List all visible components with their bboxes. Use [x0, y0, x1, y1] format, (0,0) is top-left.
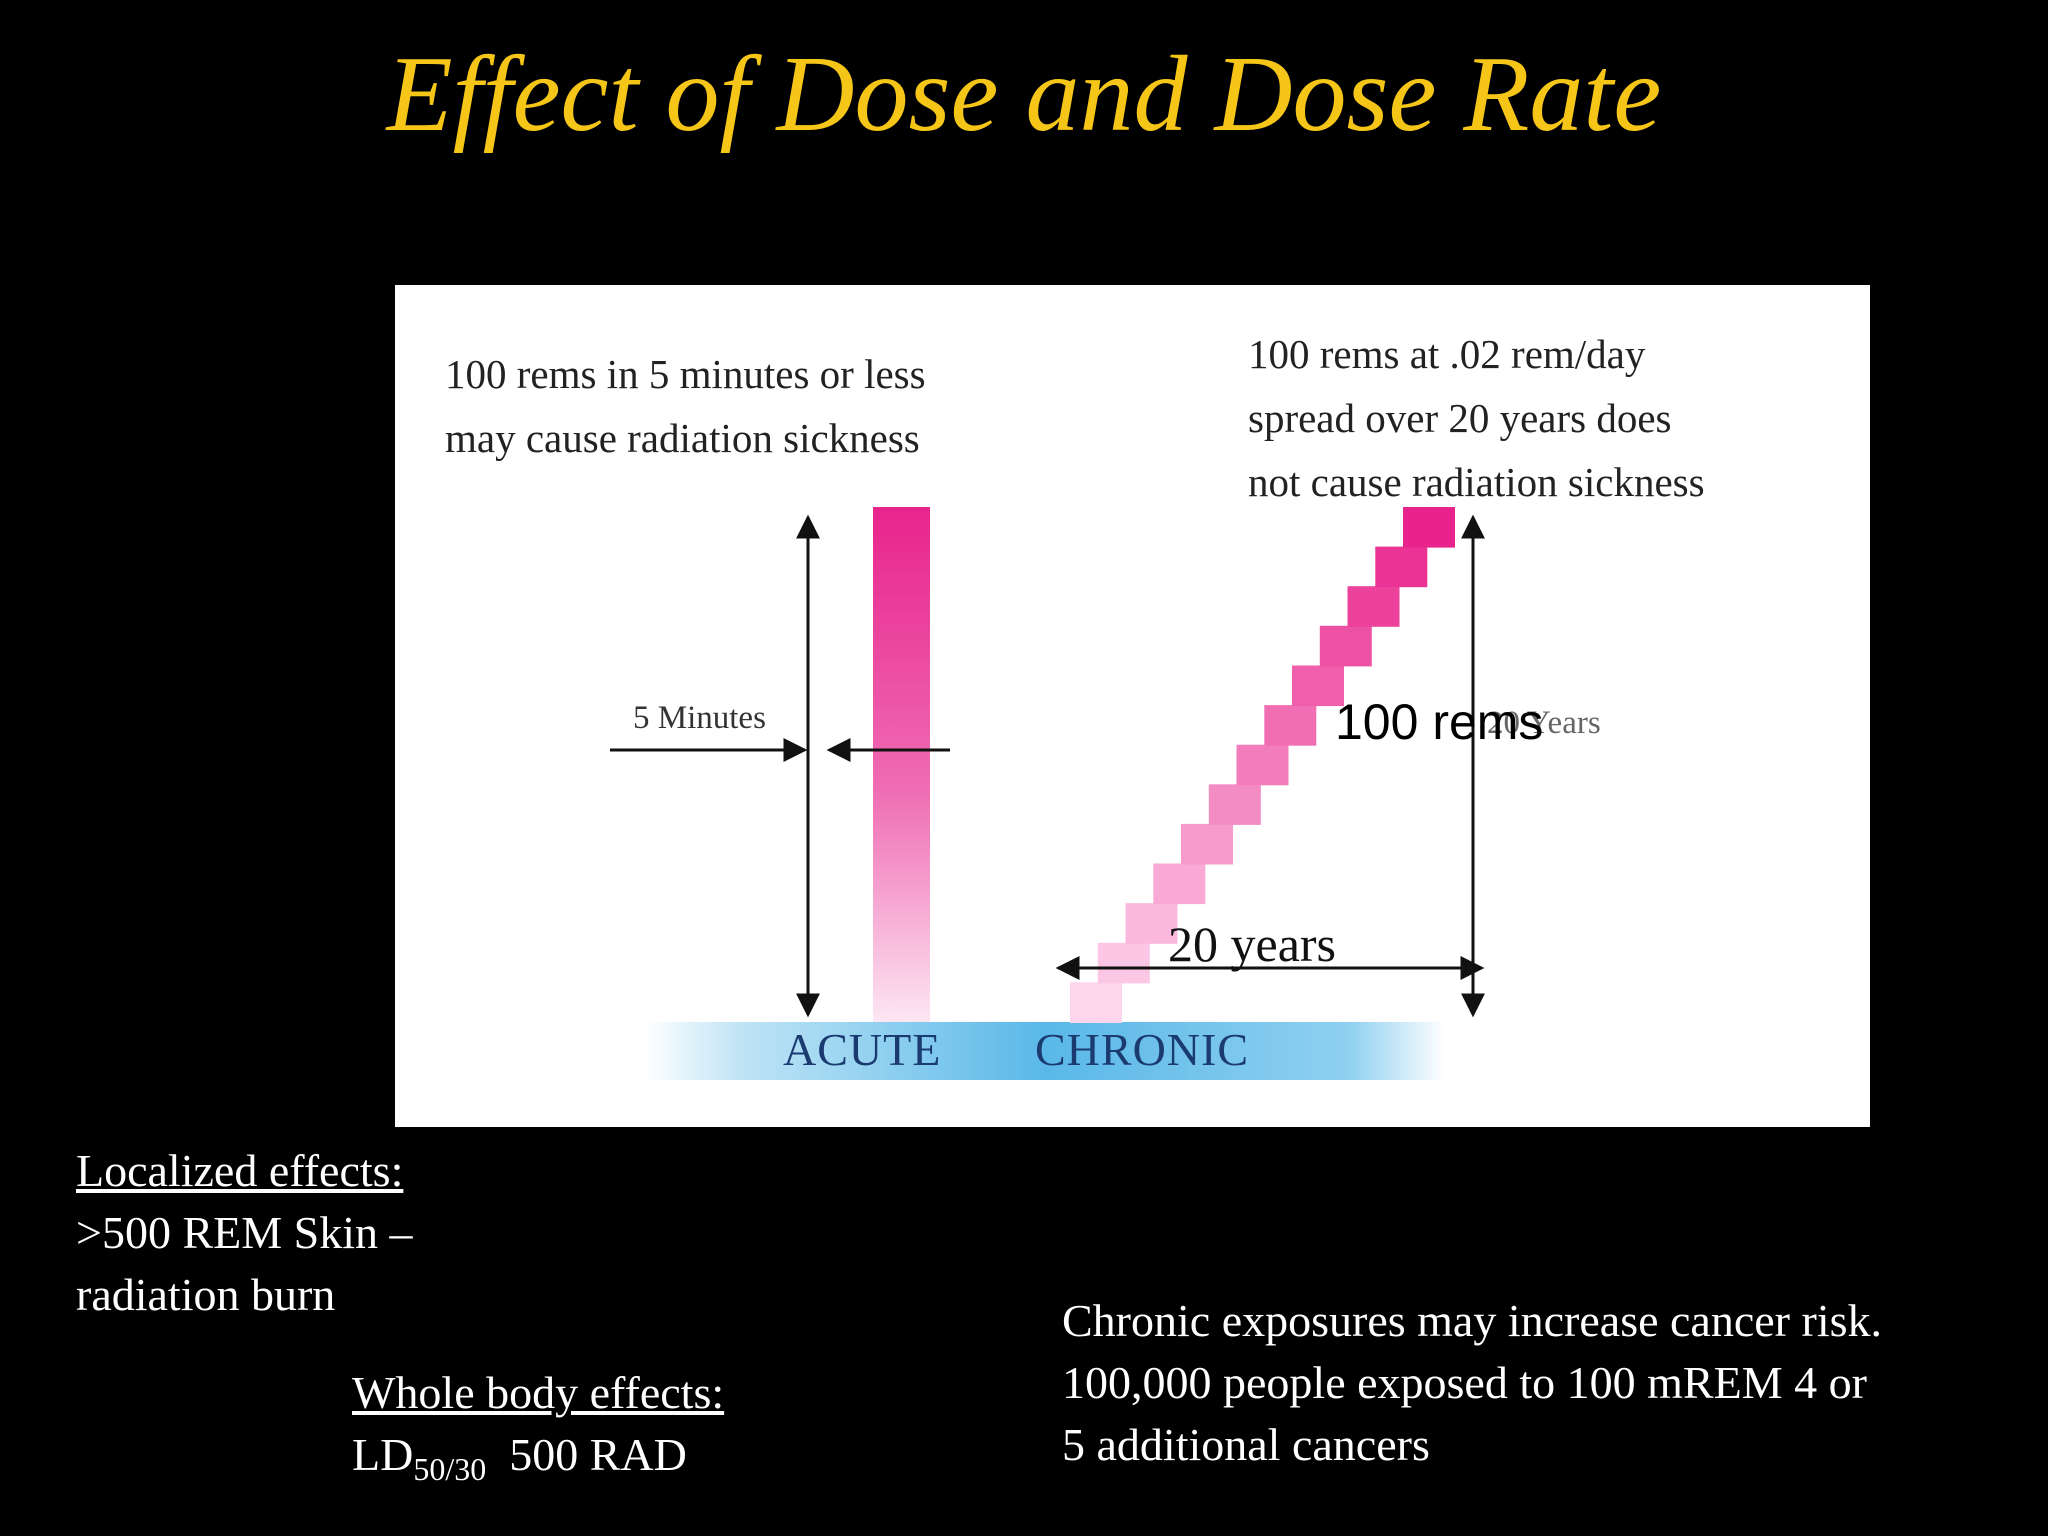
slide-title: Effect of Dose and Dose Rate: [386, 35, 1662, 154]
chronic-label: CHRONIC: [1035, 1024, 1250, 1075]
acute-label: ACUTE: [783, 1024, 942, 1075]
staircase-step: [1208, 784, 1261, 825]
acute-caption-line: 100 rems in 5 minutes or less: [445, 351, 926, 397]
rems-label: 100 rems: [1335, 694, 1544, 750]
acute-caption-line: may cause radiation sickness: [445, 415, 920, 461]
chronic-caption-line: 100 rems at .02 rem/day: [1248, 331, 1646, 377]
ld-subscript: 50/30: [413, 1451, 487, 1488]
whole-body-effects-heading: Whole body effects:: [352, 1367, 725, 1418]
staircase-step: [1347, 586, 1400, 627]
localized-effects-note: Localized effects: >500 REM Skin – radia…: [76, 1140, 413, 1326]
acute-caption: 100 rems in 5 minutes or less may cause …: [445, 342, 926, 470]
staircase-step: [1125, 903, 1178, 944]
chronic-caption-line: not cause radiation sickness: [1248, 459, 1705, 505]
twenty-years-small-label: 20 Years: [1487, 705, 1601, 741]
chronic-dose-staircase: [1070, 507, 1455, 1023]
staircase-step: [1070, 982, 1122, 1023]
localized-effects-heading: Localized effects:: [76, 1145, 404, 1196]
chronic-note-line: 100,000 people exposed to 100 mREM 4 or: [1062, 1357, 1867, 1408]
staircase-step: [1319, 625, 1372, 667]
staircase-step: [1097, 942, 1150, 984]
chronic-note-line: Chronic exposures may increase cancer ri…: [1062, 1295, 1883, 1346]
dose-rate-figure: 100 rems in 5 minutes or less may cause …: [395, 285, 1870, 1127]
staircase-step: [1264, 705, 1317, 746]
staircase-step: [1181, 823, 1233, 865]
ld-prefix: LD: [352, 1429, 414, 1480]
chronic-note-line: 5 additional cancers: [1062, 1419, 1430, 1470]
chronic-caption-line: spread over 20 years does: [1248, 395, 1672, 441]
staircase-step: [1292, 665, 1344, 707]
dose-rate-diagram: [610, 507, 1485, 1080]
staircase-step: [1153, 863, 1206, 905]
ld-value: 500 RAD: [509, 1429, 687, 1480]
staircase-step: [1403, 507, 1455, 548]
staircase-step: [1375, 546, 1428, 588]
chronic-exposure-note: Chronic exposures may increase cancer ri…: [1062, 1290, 1882, 1476]
twenty-years-label: 20 years: [1168, 916, 1336, 972]
ld-line: LD50/30 500 RAD: [352, 1424, 724, 1500]
localized-effects-line: >500 REM Skin –: [76, 1207, 413, 1258]
chronic-caption: 100 rems at .02 rem/day spread over 20 y…: [1248, 322, 1705, 514]
acute-dose-bar: [873, 507, 930, 1022]
staircase-step: [1236, 744, 1289, 786]
baseline-band: [645, 1022, 1445, 1080]
localized-effects-line: radiation burn: [76, 1269, 336, 1320]
five-minutes-label: 5 Minutes: [633, 700, 766, 736]
whole-body-effects-note: Whole body effects: LD50/30 500 RAD: [352, 1362, 724, 1500]
